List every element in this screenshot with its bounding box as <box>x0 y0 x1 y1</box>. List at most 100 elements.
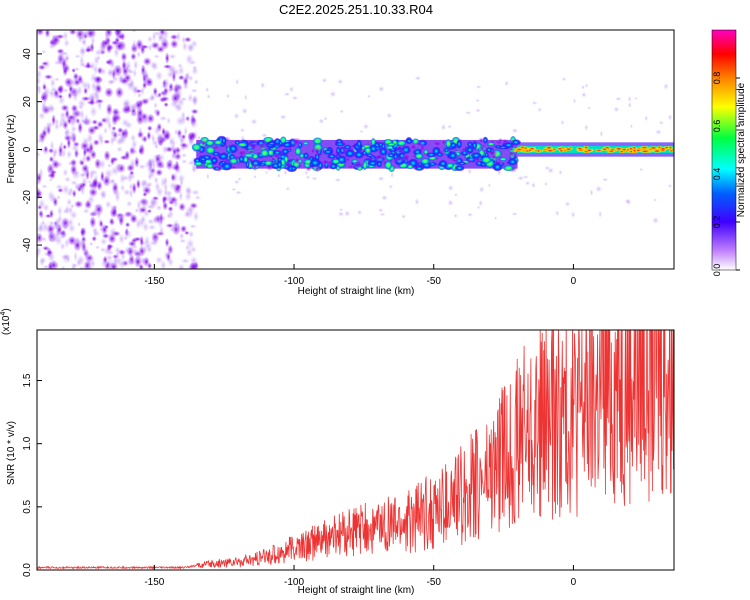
colorbar-label: Normalized spectral amplitude <box>736 82 747 217</box>
heatmap-cell <box>497 145 509 150</box>
heatmap-cell <box>120 52 128 62</box>
heatmap-cell <box>103 139 111 144</box>
heatmap-cell <box>68 85 74 93</box>
heatmap-cell <box>210 157 218 164</box>
heatmap-cell <box>137 131 144 139</box>
heatmap-cell <box>294 155 301 165</box>
heatmap-cell <box>153 176 159 184</box>
heatmap-cell <box>170 152 177 160</box>
heatmap-cell <box>130 138 138 150</box>
heatmap-cell <box>354 150 364 159</box>
heatmap-cell <box>120 184 125 192</box>
heatmap-cell <box>70 203 75 209</box>
heatmap-cell <box>229 157 238 165</box>
heatmap-cell <box>587 106 591 110</box>
heatmap-cell <box>46 167 53 174</box>
heatmap-cell <box>206 172 210 180</box>
heatmap-cell <box>188 230 195 239</box>
heatmap-cell <box>92 88 100 101</box>
heatmap-cell <box>166 213 171 219</box>
heatmap-cell <box>79 172 86 179</box>
heatmap-cell <box>653 198 658 202</box>
heatmap-cell <box>62 168 69 177</box>
heatmap-cell <box>376 161 383 168</box>
heatmap-cell <box>110 157 115 166</box>
heatmap-cell <box>39 236 48 243</box>
heatmap-cell <box>379 147 388 156</box>
heatmap-cell <box>58 94 63 99</box>
heatmap-cell <box>639 167 643 172</box>
heatmap-cell <box>103 114 112 126</box>
heatmap-cell <box>78 47 87 55</box>
heatmap-cell <box>433 140 442 148</box>
heatmap-cell <box>595 148 603 152</box>
heatmap-cell <box>66 198 73 207</box>
heatmap-cell <box>113 255 118 264</box>
heatmap-cell <box>285 186 290 191</box>
heatmap-cell <box>135 218 141 230</box>
heatmap-cell <box>106 103 113 116</box>
heatmap-cell <box>481 156 492 164</box>
heatmap-cell <box>395 149 405 154</box>
heatmap-cell <box>170 173 176 182</box>
heatmap-cell <box>121 129 126 138</box>
heatmap-cell <box>40 95 47 101</box>
heatmap-cell <box>193 79 199 85</box>
heatmap-cell <box>356 139 362 148</box>
heatmap-cell <box>337 78 344 85</box>
heatmap-cell <box>127 247 134 257</box>
heatmap-cell <box>152 236 158 247</box>
heatmap-cell <box>153 93 162 99</box>
heatmap-cell <box>129 170 135 176</box>
heatmap-cell <box>37 190 43 198</box>
heatmap-cell <box>97 158 107 170</box>
heatmap-cell <box>309 158 321 167</box>
heatmap-cell <box>140 179 149 187</box>
spectrogram-xlabel: Height of straight line (km) <box>298 286 415 297</box>
heatmap-cell <box>70 180 78 186</box>
heatmap-cell <box>124 150 130 161</box>
heatmap-cell <box>321 77 328 83</box>
heatmap-cell <box>547 167 554 174</box>
heatmap-cell <box>74 200 83 208</box>
heatmap-cell <box>79 239 86 250</box>
heatmap-cell <box>631 149 638 153</box>
heatmap-cell <box>235 78 239 86</box>
heatmap-cell <box>386 142 396 147</box>
heatmap-cell <box>323 116 328 121</box>
heatmap-cell <box>67 134 77 143</box>
heatmap-cell <box>115 87 124 98</box>
heatmap-cell <box>163 102 169 108</box>
heatmap-cell <box>84 45 93 50</box>
heatmap-cell <box>186 43 194 53</box>
heatmap-cell <box>177 173 186 183</box>
heatmap-cell <box>104 87 114 98</box>
heatmap-cell <box>402 152 412 162</box>
heatmap-cell <box>89 106 98 118</box>
heatmap-cell <box>344 210 351 217</box>
heatmap-cell <box>445 139 452 149</box>
heatmap-cell <box>119 32 126 41</box>
heatmap-cell <box>67 223 76 233</box>
heatmap-cell <box>84 266 91 269</box>
heatmap-cell <box>427 162 438 166</box>
heatmap-cell <box>131 39 137 50</box>
heatmap-cell <box>564 147 573 151</box>
heatmap-cell <box>103 150 111 161</box>
heatmap-cell <box>146 204 155 210</box>
heatmap-cell <box>545 146 553 150</box>
heatmap-cell <box>272 150 282 156</box>
heatmap-cell <box>576 146 584 150</box>
heatmap-cell <box>206 163 214 169</box>
heatmap-cell <box>153 102 158 109</box>
heatmap-cell <box>131 30 137 33</box>
heatmap-cell <box>88 187 98 197</box>
heatmap-cell <box>110 178 116 185</box>
heatmap-cell <box>260 82 266 89</box>
heatmap-cell <box>168 136 174 147</box>
heatmap-cell <box>123 211 132 218</box>
heatmap-cell <box>134 249 143 261</box>
heatmap-cell <box>334 142 346 147</box>
heatmap-cell <box>66 254 71 264</box>
